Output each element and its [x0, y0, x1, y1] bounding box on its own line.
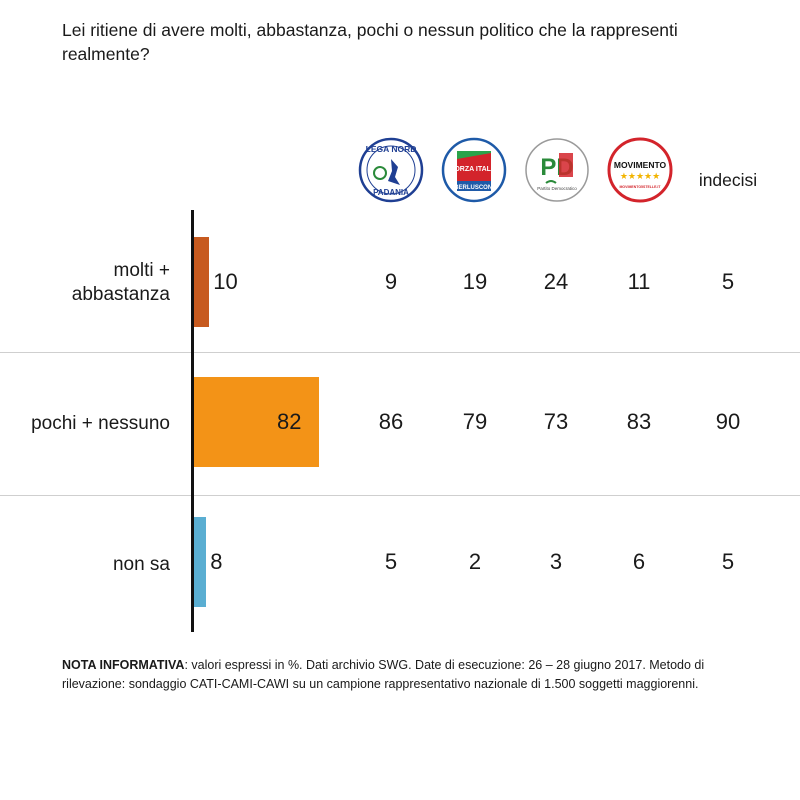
table-cell: 5: [721, 269, 735, 294]
lega-nord-logo: LEGA NORD PADANIA: [358, 137, 424, 203]
table-cell: 5: [384, 549, 398, 574]
row-label-non-sa: non sa: [112, 554, 170, 575]
table-cell: 5: [721, 549, 735, 574]
table-cell: 90: [715, 409, 741, 434]
table-cell: 83: [626, 409, 652, 434]
row-label-pochi-nessuno: pochi + nessuno: [31, 413, 170, 434]
table-cell: 79: [462, 409, 488, 434]
svg-text:FORZA ITALIA: FORZA ITALIA: [450, 166, 498, 173]
question-title: Lei ritiene di avere molti, abbastanza, …: [62, 20, 678, 64]
chart-axis: [191, 210, 194, 632]
svg-text:LEGA NORD: LEGA NORD: [366, 144, 417, 154]
bar-value-label: 82: [277, 409, 302, 434]
table-cell: 24: [543, 269, 569, 294]
svg-text:MOVIMENTO5STELLE.IT: MOVIMENTO5STELLE.IT: [620, 185, 662, 189]
table-cell: 6: [632, 549, 646, 574]
table-cell: 3: [549, 549, 563, 574]
svg-text:PADANIA: PADANIA: [373, 188, 409, 197]
svg-text:BERLUSCONI: BERLUSCONI: [454, 185, 494, 191]
row-label-molti-abbastanza: molti + abbastanza: [71, 260, 170, 305]
table-cell: 9: [384, 269, 398, 294]
forza-italia-logo: FORZA ITALIA BERLUSCONI: [441, 137, 507, 203]
table-cell: 2: [468, 549, 482, 574]
table-cell: 86: [378, 409, 404, 434]
indecisi-header: indecisi: [698, 170, 758, 190]
movimento-5-stelle-logo: MOVIMENTO ★★★★★ MOVIMENTO5STELLE.IT: [607, 137, 673, 203]
table-cell: 73: [543, 409, 569, 434]
svg-text:MOVIMENTO: MOVIMENTO: [614, 160, 667, 170]
svg-text:★★★★★: ★★★★★: [620, 172, 660, 182]
table-cell: 11: [627, 269, 651, 294]
bar-2: [194, 517, 207, 607]
bar-1: [194, 377, 319, 467]
svg-text:Partito Democratico: Partito Democratico: [537, 186, 577, 191]
bar-0: [194, 237, 210, 327]
row-divider: [0, 352, 800, 353]
bar-value-label: 10: [213, 269, 238, 294]
row-divider: [0, 495, 800, 496]
bar-value-label: 8: [210, 549, 223, 574]
footnote: NOTA INFORMATIVA: valori espressi in %. …: [62, 658, 705, 691]
pd-logo: PD Partito Democratico: [524, 137, 590, 203]
table-cell: 19: [462, 269, 488, 294]
